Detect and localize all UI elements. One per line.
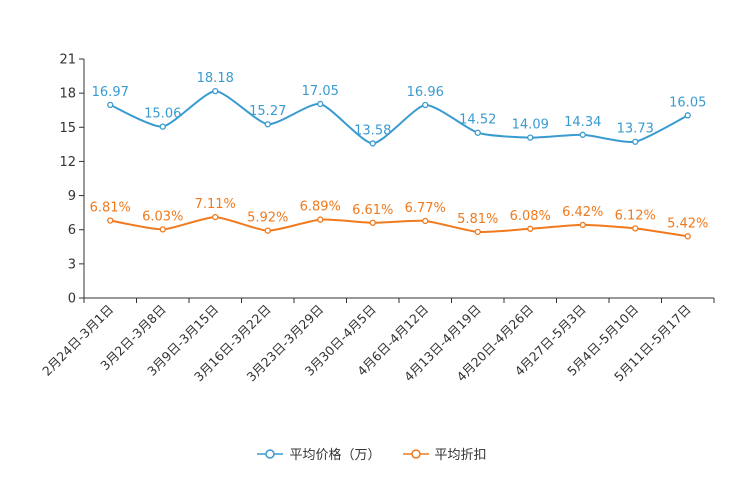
data-point xyxy=(527,225,534,232)
data-point xyxy=(107,217,114,224)
data-point xyxy=(369,219,376,226)
y-tick-label: 9 xyxy=(68,189,76,204)
data-label: 14.09 xyxy=(512,118,549,133)
data-label: 13.58 xyxy=(354,123,391,138)
data-point xyxy=(264,227,271,234)
data-point xyxy=(317,100,324,108)
y-tick-label: 12 xyxy=(59,155,76,170)
data-label: 7.11% xyxy=(195,197,236,212)
data-point xyxy=(474,228,481,236)
y-tick-label: 6 xyxy=(68,223,76,238)
data-label: 15.06 xyxy=(144,107,181,122)
data-label: 14.52 xyxy=(459,113,496,128)
data-point xyxy=(159,226,166,233)
data-point xyxy=(684,233,691,240)
data-point xyxy=(632,225,639,232)
data-point xyxy=(684,112,691,119)
data-point xyxy=(317,216,324,223)
data-label: 6.12% xyxy=(615,208,656,223)
data-label: 6.81% xyxy=(90,200,131,215)
y-tick-label: 15 xyxy=(59,121,76,136)
data-point xyxy=(212,87,219,95)
data-label: 5.81% xyxy=(457,212,498,227)
data-label: 6.08% xyxy=(510,209,551,224)
legend-discount-marker-icon xyxy=(402,448,429,459)
series-line-discount xyxy=(110,216,688,238)
data-point xyxy=(474,129,481,136)
data-label: 6.42% xyxy=(562,205,603,220)
legend: 平均价格（万） 平均折扣 xyxy=(0,444,744,463)
legend-price-label: 平均价格（万） xyxy=(289,448,381,463)
y-tick-label: 21 xyxy=(59,53,76,68)
legend-item-discount[interactable]: 平均折扣 xyxy=(402,444,487,463)
data-label: 18.18 xyxy=(197,71,234,86)
data-point xyxy=(107,101,114,109)
legend-item-price[interactable]: 平均价格（万） xyxy=(257,444,381,463)
data-point xyxy=(422,217,429,225)
data-label: 6.61% xyxy=(352,203,393,218)
legend-price-marker-icon xyxy=(257,448,284,459)
y-tick-label: 3 xyxy=(68,257,76,272)
data-label: 16.97 xyxy=(92,85,129,100)
data-label: 5.92% xyxy=(247,211,288,226)
data-label: 6.77% xyxy=(405,201,446,216)
data-label: 14.34 xyxy=(564,115,601,130)
data-point xyxy=(527,134,534,141)
y-tick-label: 0 xyxy=(68,292,76,307)
data-label: 6.89% xyxy=(300,200,341,215)
data-label: 5.42% xyxy=(667,216,708,231)
data-point xyxy=(579,131,586,138)
data-point xyxy=(212,213,219,221)
data-point xyxy=(159,123,166,130)
data-label: 16.96 xyxy=(407,85,444,100)
data-point xyxy=(369,140,376,147)
data-label: 6.03% xyxy=(142,209,183,224)
y-tick-label: 18 xyxy=(59,87,76,102)
data-label: 15.27 xyxy=(249,104,286,119)
data-point xyxy=(264,121,271,128)
data-label: 16.05 xyxy=(669,95,706,110)
data-label: 17.05 xyxy=(302,84,339,99)
data-label: 13.73 xyxy=(617,122,654,137)
legend-discount-label: 平均折扣 xyxy=(434,448,487,463)
data-point xyxy=(579,221,586,229)
line-chart: 0369121518212月24日-3月1日3月2日-3月8日3月9日-3月15… xyxy=(39,53,715,384)
data-point xyxy=(422,101,429,109)
data-point xyxy=(632,138,639,145)
